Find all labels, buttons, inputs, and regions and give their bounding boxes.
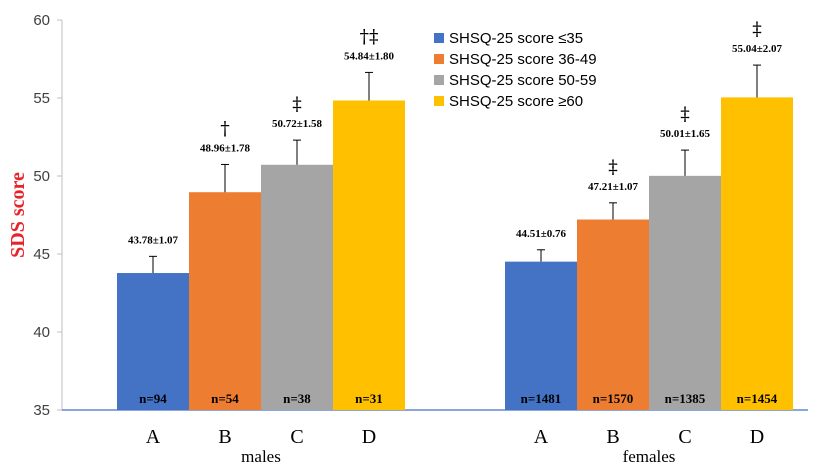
legend-swatch bbox=[434, 75, 444, 85]
value-label: 47.21±1.07 bbox=[588, 181, 639, 193]
x-tick-label: B bbox=[218, 426, 231, 448]
value-label: 43.78±1.07 bbox=[128, 234, 179, 246]
y-tick-label: 50 bbox=[33, 168, 50, 185]
significance-marker: † bbox=[220, 117, 230, 139]
significance-marker: †‡ bbox=[360, 25, 379, 47]
value-label: 48.96±1.78 bbox=[200, 142, 251, 154]
sample-size-label: n=31 bbox=[355, 391, 383, 406]
bar bbox=[117, 273, 189, 410]
sample-size-label: n=94 bbox=[139, 391, 167, 406]
significance-marker: ‡ bbox=[680, 103, 690, 125]
bar bbox=[505, 261, 577, 410]
x-tick-label: A bbox=[534, 426, 549, 448]
legend: SHSQ-25 score ≤35 SHSQ-25 score 36-49 SHSQ… bbox=[434, 30, 597, 110]
group-label: females bbox=[623, 447, 676, 466]
y-tick-label: 40 bbox=[33, 324, 50, 341]
y-tick-label: 35 bbox=[33, 402, 50, 419]
group-label: males bbox=[241, 447, 281, 466]
value-label: 50.01±1.65 bbox=[660, 128, 711, 140]
x-tick-label: B bbox=[606, 426, 619, 448]
sample-size-label: n=1454 bbox=[737, 391, 778, 406]
x-tick-label: D bbox=[750, 426, 764, 448]
value-label: 55.04±2.07 bbox=[732, 43, 783, 55]
value-label: 44.51±0.76 bbox=[516, 228, 567, 240]
y-tick-label: 60 bbox=[33, 12, 50, 29]
sample-size-label: n=54 bbox=[211, 391, 239, 406]
data-labels: 43.78±1.07 n=94 48.96±1.78 † n=54 50.72±1.58 ‡… bbox=[128, 18, 783, 406]
y-axis-label: SDS score bbox=[7, 172, 29, 258]
legend-swatch bbox=[434, 54, 444, 64]
value-label: 50.72±1.58 bbox=[272, 118, 323, 130]
sample-size-label: n=38 bbox=[283, 391, 311, 406]
legend-label: SHSQ-25 score 36-49 bbox=[449, 51, 597, 68]
legend-label: SHSQ-25 score ≤35 bbox=[449, 30, 583, 47]
legend-label: SHSQ-25 score ≥60 bbox=[449, 93, 583, 110]
bars bbox=[117, 64, 793, 410]
bar bbox=[261, 164, 333, 410]
legend-label: SHSQ-25 score 50-59 bbox=[449, 72, 597, 89]
sample-size-label: n=1481 bbox=[521, 391, 562, 406]
bar bbox=[189, 192, 261, 410]
significance-marker: ‡ bbox=[608, 156, 618, 178]
x-tick-label: C bbox=[678, 426, 691, 448]
sample-size-label: n=1570 bbox=[593, 391, 634, 406]
value-label: 54.84±1.80 bbox=[344, 50, 395, 62]
legend-swatch bbox=[434, 96, 444, 106]
y-tick-label: 55 bbox=[33, 90, 50, 107]
x-tick-label: A bbox=[146, 426, 161, 448]
bar bbox=[721, 97, 793, 410]
bar bbox=[333, 100, 405, 410]
significance-marker: ‡ bbox=[752, 18, 762, 40]
y-tick-label: 45 bbox=[33, 246, 50, 263]
bar bbox=[649, 175, 721, 410]
sample-size-label: n=1385 bbox=[665, 391, 706, 406]
bar bbox=[577, 219, 649, 410]
x-tick-label: D bbox=[362, 426, 376, 448]
significance-marker: ‡ bbox=[292, 93, 302, 115]
x-tick-label: C bbox=[290, 426, 303, 448]
legend-swatch bbox=[434, 33, 444, 43]
